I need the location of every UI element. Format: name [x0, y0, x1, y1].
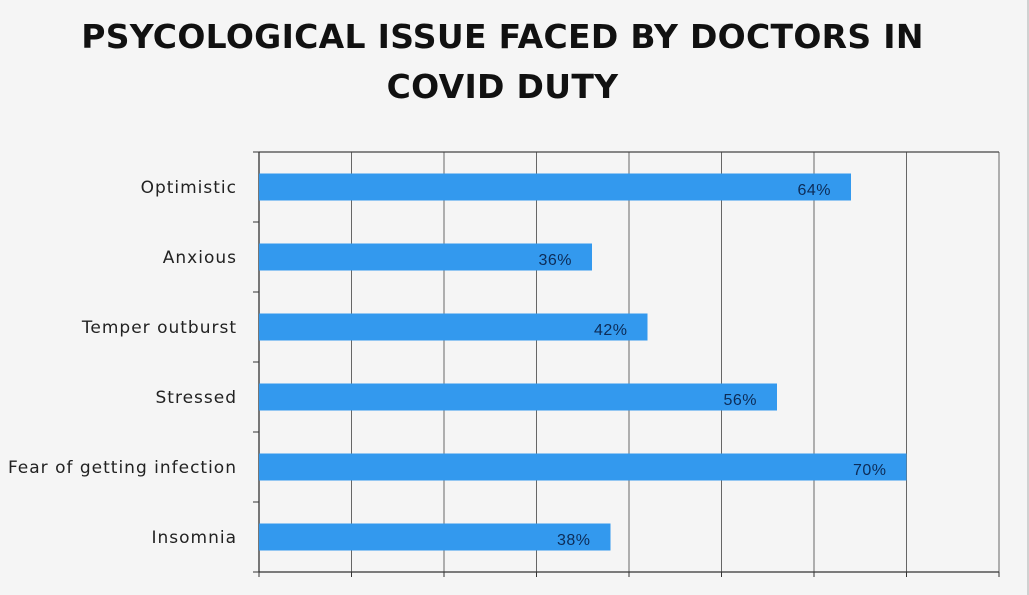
- category-label: Stressed: [156, 388, 238, 408]
- chart-title: PSYCOLOGICAL ISSUE FACED BY DOCTORS IN C…: [81, 17, 924, 106]
- bar-stressed: [259, 383, 777, 411]
- bar-optimistic: [259, 173, 851, 201]
- bar-anxious: [259, 243, 592, 271]
- category-label: Insomnia: [151, 528, 237, 548]
- value-label: 70%: [853, 462, 887, 479]
- bars: [259, 173, 907, 551]
- category-label: Temper outburst: [81, 318, 237, 338]
- value-label: 64%: [797, 182, 831, 199]
- category-label: Fear of getting infection: [8, 458, 237, 478]
- value-label: 56%: [723, 392, 757, 409]
- bar-fear-of-getting-infection: [259, 453, 907, 481]
- value-label: 42%: [594, 322, 628, 339]
- axes: [253, 151, 1000, 577]
- labels: Optimistic 64% Anxious 36% Temper outburst 42…: [8, 178, 887, 549]
- bar-temper-outburst: [259, 313, 648, 341]
- gridlines: [259, 151, 1000, 572]
- category-label: Optimistic: [141, 178, 237, 198]
- bar-insomnia: [259, 523, 611, 551]
- category-label: Anxious: [163, 248, 237, 268]
- value-label: 36%: [538, 252, 572, 269]
- value-label: 38%: [557, 532, 591, 549]
